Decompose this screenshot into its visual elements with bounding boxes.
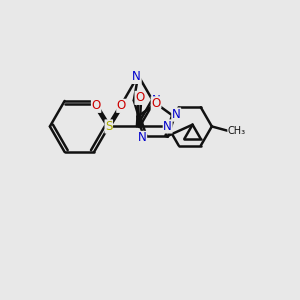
Text: O: O [117,99,126,112]
Text: O: O [92,99,101,112]
Text: N: N [172,108,181,121]
Text: O: O [135,92,144,104]
Text: O: O [151,97,160,110]
Text: N: N [132,70,141,83]
Text: N: N [152,94,161,107]
Text: N: N [163,120,172,133]
Text: S: S [105,120,112,133]
Text: N: N [138,131,147,144]
Text: CH₃: CH₃ [228,126,246,136]
